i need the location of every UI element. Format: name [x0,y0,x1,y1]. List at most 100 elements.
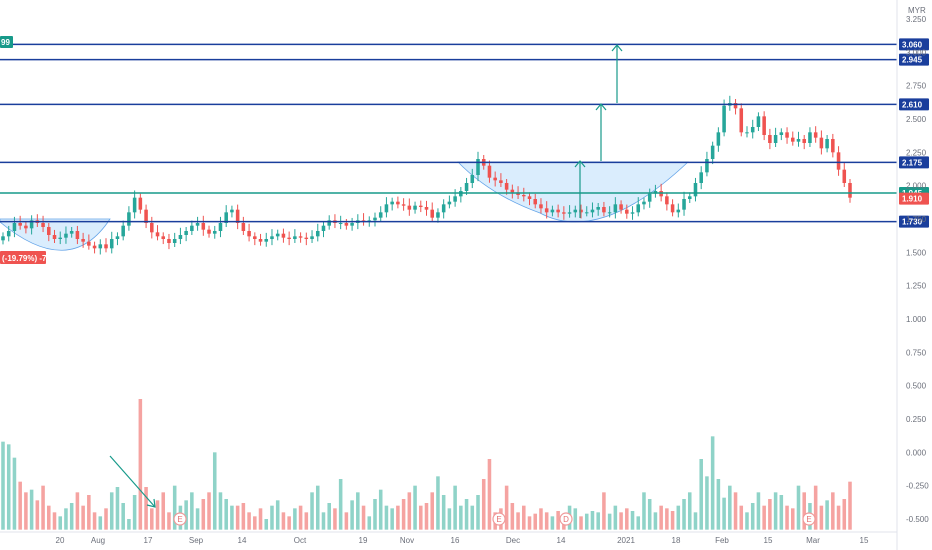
volume-bar [630,511,635,530]
volume-bar [373,499,377,530]
candle-body [24,225,28,229]
candle-body [527,196,532,199]
candle-body [315,231,320,237]
candle-body [298,236,303,238]
volume-bar [338,479,343,530]
price-level-label: 2.945 [902,56,923,65]
volume-bar [453,485,457,530]
volume-bar [636,516,641,530]
candle-body [172,239,177,243]
volume-bar [790,508,795,530]
candle-body [230,209,234,213]
candle-body [802,139,806,143]
volume-bar [281,512,286,530]
volume-bar [430,492,434,530]
svg-text:(-19.79%) -77: (-19.79%) -77 [2,254,51,263]
volume-bar [573,508,578,530]
volume-bar [390,508,394,530]
volume-bar [321,512,326,530]
candle-body [813,132,818,138]
candle-body [819,137,824,149]
volume-bar [733,492,738,530]
volume-bar [275,500,280,530]
candle-body [287,237,291,239]
candle-body [424,207,429,210]
volume-bar [750,503,755,530]
volume-bar [716,479,721,530]
time-tick-label: Sep [189,536,204,545]
volume-bar [665,508,669,530]
volume-bar [212,452,217,530]
candle-body [378,212,383,218]
candle-body [178,235,183,239]
volume-bar [527,516,532,530]
volume-bar [768,499,772,530]
volume-bar [544,512,549,530]
candle-body [218,223,223,231]
candle-body [693,183,698,197]
candle-body [544,208,549,213]
event-marker[interactable]: E [492,512,506,526]
candle-body [590,209,595,213]
candle-body [745,132,749,134]
time-axis[interactable]: 20 Aug 17 Sep 14 Oct 19 Nov 16 Dec 14 2021 18 Feb 15 Ma… [56,536,869,545]
candle-body [831,139,835,153]
volume-bar [590,511,595,530]
volume-bar [407,492,412,530]
candle-body [127,212,131,226]
event-marker[interactable]: E [802,512,816,526]
candle-body [596,207,600,210]
volume-bar [310,492,314,530]
volume-bar [607,513,612,530]
volume-bar [315,485,320,530]
volume-bar [293,508,297,530]
volume-bar [127,519,131,530]
volume-bar [115,487,120,530]
volume-bar [802,492,806,530]
volume-bar [487,459,492,530]
candle-body [18,223,22,226]
volume-bar [253,516,257,530]
volume-bar [419,505,423,530]
candle-body [808,132,812,143]
candle-body [195,223,200,226]
volume-bar [218,492,223,530]
candle-body [281,233,286,238]
candle-body [264,239,269,242]
volume-bar [584,513,589,530]
candle-body [499,180,503,183]
currency-label: MYR [908,6,926,15]
volume-bar [258,508,263,530]
candle-body [98,244,103,249]
candle-body [665,196,669,205]
volume-bar [350,500,354,530]
volume-bar [235,505,240,530]
candle-body [785,132,789,138]
price-axis[interactable]: 3.250 3.000 2.750 2.500 2.250 2.000 1.750 1.500… [906,15,929,524]
candle-body [464,183,469,191]
event-marker[interactable]: D [559,512,573,526]
candle-body [613,204,618,213]
volume-bar [52,512,57,530]
candle-body [556,209,560,213]
time-tick-label: Nov [400,536,414,545]
last-price-label: 1.910 [902,195,923,204]
price-tick-label: 0.250 [906,415,927,424]
price-tick-label: 2.000 [906,182,927,191]
volume-bar [687,492,692,530]
price-level-badge [899,53,929,66]
candle-body [436,212,440,218]
volume-bar [167,512,171,530]
candle-body [790,137,795,142]
candle-body [762,116,766,135]
candle-body [647,193,652,202]
candle-body [842,169,847,183]
event-marker[interactable]: E [173,512,187,526]
candle-body [636,204,641,213]
volume-bar [172,485,177,530]
price-level-badge [899,215,929,228]
candle-body [750,127,755,133]
candle-body [567,212,572,214]
